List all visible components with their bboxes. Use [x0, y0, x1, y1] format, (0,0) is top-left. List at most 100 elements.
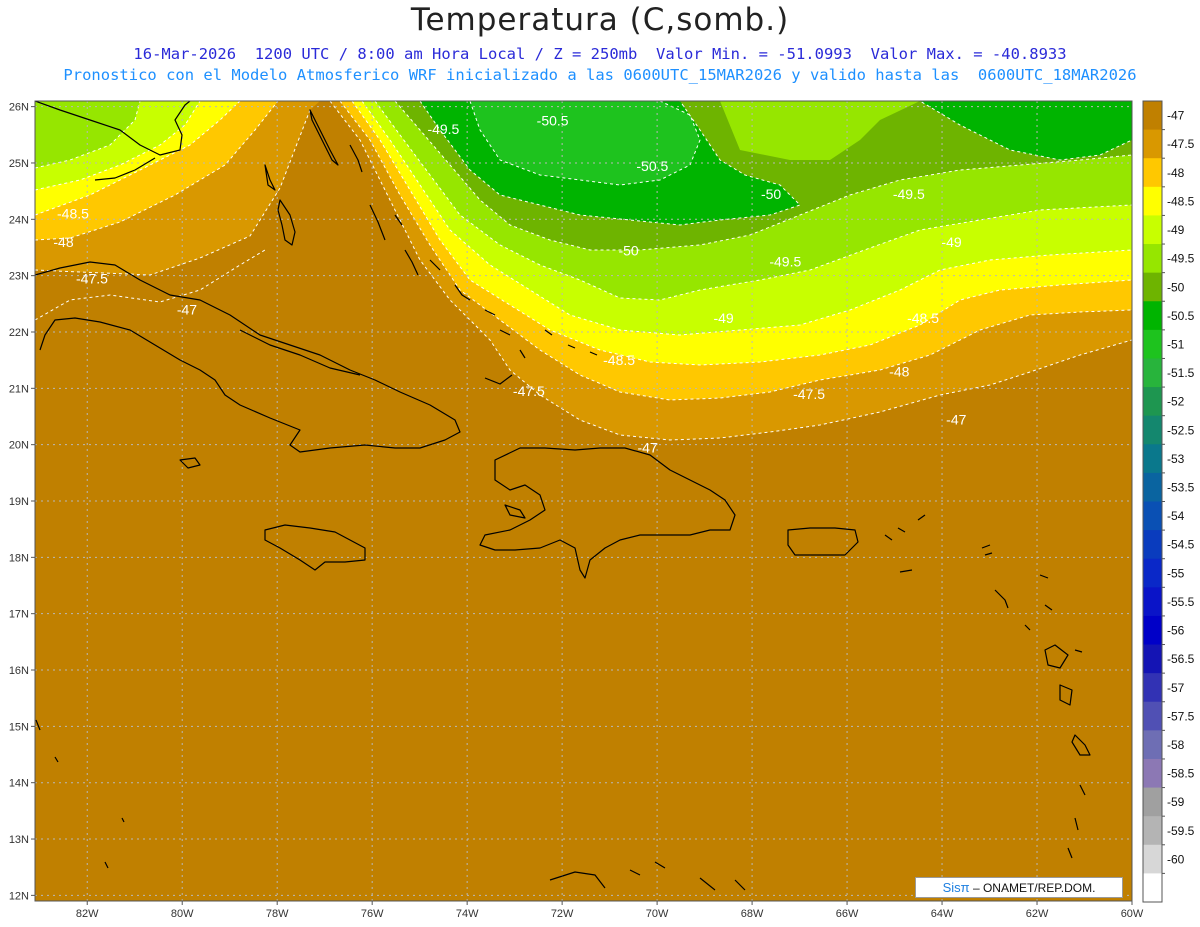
lon-tick-label: 70W	[646, 908, 669, 920]
colorbar-label: -49.5	[1167, 252, 1195, 266]
colorbar-swatch	[1143, 501, 1162, 531]
contour-value-label: -47	[637, 439, 657, 455]
lat-tick-label: 16N	[9, 665, 29, 677]
andros-island	[277, 199, 296, 246]
south-caribbean-islands	[35, 719, 746, 891]
colorbar-label: -53.5	[1167, 481, 1195, 495]
contour-line	[35, 101, 141, 169]
contour-lines	[35, 101, 1132, 441]
contour-value-label: -48	[889, 363, 909, 379]
colorbar-swatch	[1143, 816, 1162, 846]
colorbar-swatch	[1143, 558, 1162, 588]
contour-value-label: -48.5	[907, 310, 939, 326]
colorbar-label: -57	[1167, 681, 1185, 695]
latitude-labels: 12N 13N 14N 15N 16N 17N 18N 19N 20N 21N 22N 23N 24N 2…	[9, 102, 35, 902]
contour-value-label: -48.5	[603, 352, 635, 368]
colorbar-swatch	[1143, 272, 1162, 302]
forecast-time-subtitle: 16-Mar-2026 1200 UTC / 8:00 am Hora Loca…	[133, 45, 1067, 63]
hispaniola	[479, 447, 736, 579]
colorbar-label: -52.5	[1167, 423, 1195, 437]
colorbar-label: -58	[1167, 738, 1185, 752]
contour-line	[329, 101, 1132, 441]
colorbar-swatch	[1143, 158, 1162, 188]
colorbar-swatch	[1143, 530, 1162, 560]
gonave-island	[504, 504, 526, 519]
lat-tick-label: 12N	[9, 890, 29, 902]
colorbar-swatch	[1143, 758, 1162, 789]
grand-bahama	[264, 164, 276, 191]
contour-line	[35, 101, 279, 241]
colorbar-swatch	[1143, 444, 1162, 474]
contour-line	[35, 101, 201, 191]
lesser-antilles	[981, 544, 1091, 886]
colorbar-label: -47	[1167, 109, 1185, 123]
bahamas-islands	[349, 144, 526, 385]
colorbar-swatch	[1143, 244, 1162, 274]
florida-keys	[94, 157, 156, 181]
colorbar-swatch	[1143, 129, 1162, 159]
lon-tick-label: 76W	[361, 908, 384, 920]
contour-line	[419, 101, 801, 226]
isla-juventud	[179, 457, 201, 469]
lat-lon-grid	[35, 101, 1132, 901]
colorbar-label: -57.5	[1167, 709, 1195, 723]
colorbar-label: -47.5	[1167, 137, 1195, 151]
contour-labels: -49.5 -50.5 -50.5 -50 -49.5 -48.5 -48 -49 -50 -49…	[53, 113, 966, 456]
sispi-logo-text: Sisπ	[942, 880, 970, 895]
colorbar-label: -60	[1167, 852, 1185, 866]
contour-value-label: -49.5	[893, 186, 925, 202]
contour-value-label: -48	[53, 234, 73, 250]
contour-line	[394, 101, 1132, 251]
colorbar-swatch	[1143, 329, 1162, 359]
colorbar-label: -54	[1167, 509, 1185, 523]
colorbar-swatch	[1143, 673, 1162, 703]
contour-value-label: -50	[618, 242, 638, 258]
colorbar-label: -51	[1167, 337, 1185, 351]
lat-tick-label: 26N	[9, 102, 29, 114]
map-title: Temperatura (C,somb.)	[410, 2, 790, 38]
colorbar-swatch	[1143, 644, 1162, 674]
colorbar-swatch	[1143, 873, 1162, 903]
lat-tick-label: 23N	[9, 271, 29, 283]
lon-tick-label: 78W	[266, 908, 289, 920]
cuba-coast	[35, 261, 461, 453]
florida-coast	[35, 101, 191, 156]
jamaica	[264, 524, 366, 571]
coastlines	[35, 101, 1091, 891]
colorbar-label: -59.5	[1167, 824, 1195, 838]
colorbar-swatch	[1143, 215, 1162, 245]
model-run-subtitle: Pronostico con el Modelo Atmosferico WRF…	[63, 66, 1137, 84]
colorbar-label: -50	[1167, 280, 1185, 294]
contour-value-label: -47.5	[793, 386, 825, 402]
contour-line	[361, 101, 1132, 336]
band-minus51	[470, 101, 700, 185]
virgin-islands	[884, 514, 926, 573]
colorbar-swatch	[1143, 415, 1162, 445]
contour-value-label: -49.5	[769, 254, 801, 270]
lon-tick-label: 60W	[1121, 908, 1144, 920]
credit-box: Sisπ – ONAMET/REP.DOM.	[915, 877, 1123, 898]
colorbar: -47 -47.5 -48 -48.5 -49 -49.5 -50 -50.5 -51 -51.5…	[1142, 100, 1195, 903]
colorbar-swatch	[1143, 587, 1162, 617]
colorbar-label: -56.5	[1167, 652, 1195, 666]
colorbar-swatch	[1143, 844, 1162, 874]
colorbar-label: -55	[1167, 566, 1185, 580]
contour-value-label: -47	[946, 411, 966, 427]
contour-value-label: -50.5	[537, 113, 569, 129]
turks-caicos	[544, 329, 598, 356]
puerto-rico	[787, 527, 859, 556]
lat-tick-label: 20N	[9, 440, 29, 452]
colorbar-label: -48.5	[1167, 194, 1195, 208]
colorbar-swatch	[1143, 301, 1162, 331]
contour-value-label: -47	[177, 301, 197, 317]
colorbar-label: -49	[1167, 223, 1185, 237]
lat-tick-label: 14N	[9, 778, 29, 790]
contour-line	[351, 101, 1132, 366]
lon-tick-label: 80W	[171, 908, 194, 920]
contour-line	[469, 101, 701, 186]
contour-value-label: -47.5	[513, 383, 545, 399]
colorbar-label: -55.5	[1167, 595, 1195, 609]
colorbar-swatch	[1143, 730, 1162, 760]
colorbar-label: -59	[1167, 795, 1185, 809]
